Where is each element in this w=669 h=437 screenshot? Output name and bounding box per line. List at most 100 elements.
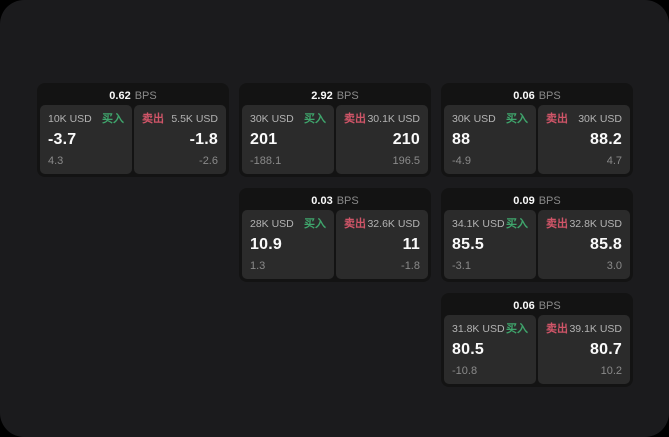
sell-panel[interactable]: 卖出 39.1K USD 80.7 10.2 xyxy=(538,315,630,384)
sell-panel-top: 卖出 30K USD xyxy=(546,113,622,126)
buy-amount: 28K USD xyxy=(250,218,294,230)
buy-panel[interactable]: 10K USD 买入 -3.7 4.3 xyxy=(40,105,132,174)
buy-panel[interactable]: 30K USD 买入 88 -4.9 xyxy=(444,105,536,174)
sell-panel-top: 卖出 5.5K USD xyxy=(142,113,218,126)
sell-panel[interactable]: 卖出 5.5K USD -1.8 -2.6 xyxy=(134,105,226,174)
sell-panel-top: 卖出 39.1K USD xyxy=(546,323,622,336)
buy-side-label: 买入 xyxy=(102,113,124,125)
sell-amount: 32.6K USD xyxy=(367,218,420,230)
bps-value: 0.09 xyxy=(513,194,535,207)
buy-panel-top: 31.8K USD 买入 xyxy=(452,323,528,336)
bps-value: 0.03 xyxy=(311,194,333,207)
quote-card: 0.09 BPS 34.1K USD 买入 85.5 -3.1 卖出 32.8K… xyxy=(441,188,633,282)
buy-sub-value: -4.9 xyxy=(452,155,471,167)
quotes-column-2: 2.92 BPS 30K USD 买入 201 -188.1 卖出 30.1K … xyxy=(239,83,431,282)
quote-card: 0.62 BPS 10K USD 买入 -3.7 4.3 卖出 5.5K USD… xyxy=(37,83,229,177)
bps-unit-label: BPS xyxy=(538,299,561,312)
bps-value: 0.06 xyxy=(513,89,535,102)
sell-side-label: 卖出 xyxy=(546,113,568,125)
buy-panel-top: 34.1K USD 买入 xyxy=(452,218,528,231)
sell-panel[interactable]: 卖出 32.6K USD 11 -1.8 xyxy=(336,210,428,279)
buy-panel-top: 30K USD 买入 xyxy=(452,113,528,126)
buy-panel-top: 10K USD 买入 xyxy=(48,113,124,126)
buy-price: 10.9 xyxy=(250,236,282,253)
bps-header: 0.06 BPS xyxy=(444,86,630,105)
quotes-grid: 0.62 BPS 10K USD 买入 -3.7 4.3 卖出 5.5K USD… xyxy=(37,83,633,387)
sell-side-label: 卖出 xyxy=(344,218,366,230)
sell-price: -1.8 xyxy=(189,131,218,148)
buy-side-label: 买入 xyxy=(304,113,326,125)
sell-price: 80.7 xyxy=(590,341,622,358)
quote-card: 2.92 BPS 30K USD 买入 201 -188.1 卖出 30.1K … xyxy=(239,83,431,177)
buy-side-label: 买入 xyxy=(304,218,326,230)
buy-panel-top: 30K USD 买入 xyxy=(250,113,326,126)
bps-unit-label: BPS xyxy=(336,89,359,102)
quotes-column-3: 0.06 BPS 30K USD 买入 88 -4.9 卖出 30K USD 8… xyxy=(441,83,633,387)
quote-card: 0.03 BPS 28K USD 买入 10.9 1.3 卖出 32.6K US… xyxy=(239,188,431,282)
bps-header: 0.09 BPS xyxy=(444,191,630,210)
buy-sub-value: 1.3 xyxy=(250,260,266,272)
sell-side-label: 卖出 xyxy=(344,113,366,125)
bps-header: 0.03 BPS xyxy=(242,191,428,210)
sell-sub-value: -1.8 xyxy=(401,260,420,272)
buy-panel[interactable]: 34.1K USD 买入 85.5 -3.1 xyxy=(444,210,536,279)
buy-price: 88 xyxy=(452,131,471,148)
buy-price: 85.5 xyxy=(452,236,484,253)
bps-header: 2.92 BPS xyxy=(242,86,428,105)
sell-sub-value: 3.0 xyxy=(606,260,622,272)
bps-header: 0.62 BPS xyxy=(40,86,226,105)
sell-sub-value: 10.2 xyxy=(600,365,622,377)
sell-panel-top: 卖出 30.1K USD xyxy=(344,113,420,126)
sell-side-label: 卖出 xyxy=(546,323,568,335)
sell-price: 11 xyxy=(402,236,420,253)
buy-price: 80.5 xyxy=(452,341,484,358)
quote-panels: 30K USD 买入 88 -4.9 卖出 30K USD 88.2 4.7 xyxy=(444,105,630,174)
buy-panel[interactable]: 30K USD 买入 201 -188.1 xyxy=(242,105,334,174)
bps-unit-label: BPS xyxy=(336,194,359,207)
sell-sub-value: 4.7 xyxy=(606,155,622,167)
sell-price: 88.2 xyxy=(590,131,622,148)
sell-amount: 30K USD xyxy=(578,113,622,125)
quote-card: 0.06 BPS 30K USD 买入 88 -4.9 卖出 30K USD 8… xyxy=(441,83,633,177)
sell-side-label: 卖出 xyxy=(142,113,164,125)
buy-panel[interactable]: 28K USD 买入 10.9 1.3 xyxy=(242,210,334,279)
bps-header: 0.06 BPS xyxy=(444,296,630,315)
bps-value: 0.62 xyxy=(109,89,131,102)
buy-amount: 30K USD xyxy=(250,113,294,125)
sell-amount: 30.1K USD xyxy=(367,113,420,125)
sell-panel[interactable]: 卖出 32.8K USD 85.8 3.0 xyxy=(538,210,630,279)
quote-card: 0.06 BPS 31.8K USD 买入 80.5 -10.8 卖出 39.1… xyxy=(441,293,633,387)
buy-sub-value: -10.8 xyxy=(452,365,478,377)
sell-panel-top: 卖出 32.6K USD xyxy=(344,218,420,231)
buy-sub-value: 4.3 xyxy=(48,155,64,167)
bps-value: 0.06 xyxy=(513,299,535,312)
quote-panels: 31.8K USD 买入 80.5 -10.8 卖出 39.1K USD 80.… xyxy=(444,315,630,384)
buy-amount: 31.8K USD xyxy=(452,323,505,335)
buy-panel[interactable]: 31.8K USD 买入 80.5 -10.8 xyxy=(444,315,536,384)
buy-side-label: 买入 xyxy=(506,113,528,125)
bps-unit-label: BPS xyxy=(134,89,157,102)
buy-sub-value: -188.1 xyxy=(250,155,282,167)
buy-price: -3.7 xyxy=(48,131,77,148)
bps-unit-label: BPS xyxy=(538,89,561,102)
quotes-column-1: 0.62 BPS 10K USD 买入 -3.7 4.3 卖出 5.5K USD… xyxy=(37,83,229,177)
buy-amount: 30K USD xyxy=(452,113,496,125)
sell-panel[interactable]: 卖出 30.1K USD 210 196.5 xyxy=(336,105,428,174)
buy-sub-value: -3.1 xyxy=(452,260,471,272)
sell-amount: 5.5K USD xyxy=(171,113,218,125)
quote-panels: 28K USD 买入 10.9 1.3 卖出 32.6K USD 11 -1.8 xyxy=(242,210,428,279)
buy-amount: 34.1K USD xyxy=(452,218,505,230)
buy-side-label: 买入 xyxy=(506,218,528,230)
quote-panels: 34.1K USD 买入 85.5 -3.1 卖出 32.8K USD 85.8… xyxy=(444,210,630,279)
quote-panels: 10K USD 买入 -3.7 4.3 卖出 5.5K USD -1.8 -2.… xyxy=(40,105,226,174)
sell-panel[interactable]: 卖出 30K USD 88.2 4.7 xyxy=(538,105,630,174)
buy-side-label: 买入 xyxy=(506,323,528,335)
sell-panel-top: 卖出 32.8K USD xyxy=(546,218,622,231)
quote-panels: 30K USD 买入 201 -188.1 卖出 30.1K USD 210 1… xyxy=(242,105,428,174)
sell-sub-value: -2.6 xyxy=(199,155,218,167)
buy-price: 201 xyxy=(250,131,278,148)
buy-panel-top: 28K USD 买入 xyxy=(250,218,326,231)
buy-amount: 10K USD xyxy=(48,113,92,125)
sell-amount: 32.8K USD xyxy=(569,218,622,230)
